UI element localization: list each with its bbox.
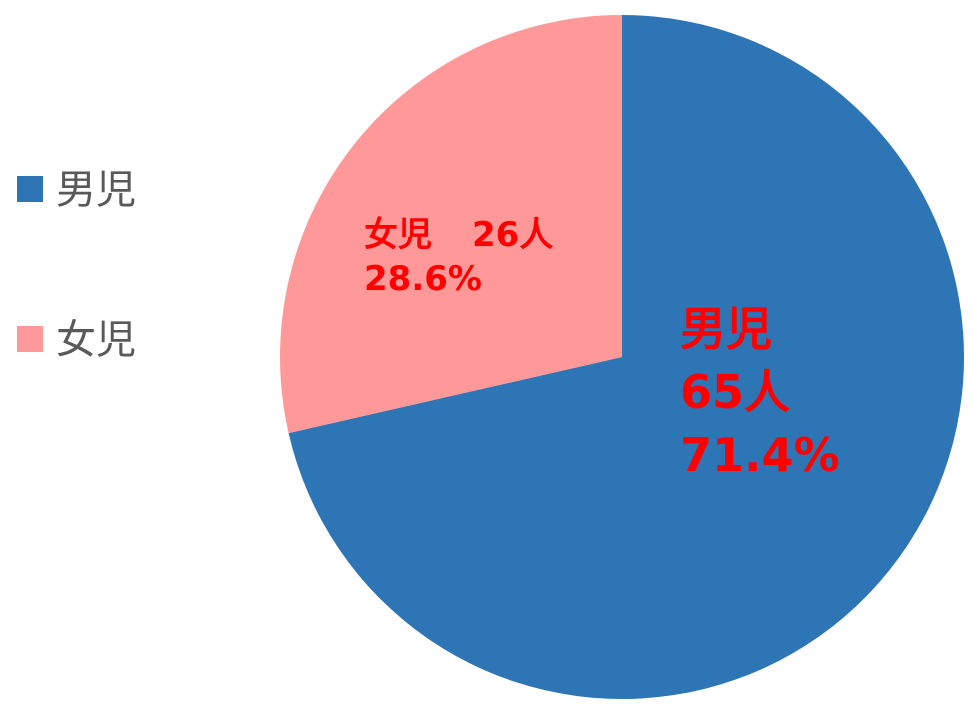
data-label-boys-percent: 71.4% [680, 428, 840, 482]
pie-slice-girls [279, 15, 622, 434]
data-label-boys: 男児 65人 71.4% [680, 302, 840, 482]
legend-swatch-boys [17, 176, 43, 202]
legend-swatch-girls [17, 326, 43, 352]
legend-label-girls: 女児 [56, 317, 136, 363]
data-label-boys-name: 男児 [680, 302, 772, 356]
data-label-girls-name: 女児 [364, 215, 432, 255]
data-label-girls-count: 26人 [472, 215, 553, 255]
data-label-boys-count: 65人 [680, 365, 790, 419]
legend-label-boys: 男児 [56, 167, 136, 213]
pie-slice-boys [288, 15, 964, 700]
legend: 男児 女児 [17, 167, 136, 363]
data-label-girls-percent: 28.6% [364, 259, 482, 299]
data-label-girls: 女児 26人 28.6% [364, 215, 553, 299]
